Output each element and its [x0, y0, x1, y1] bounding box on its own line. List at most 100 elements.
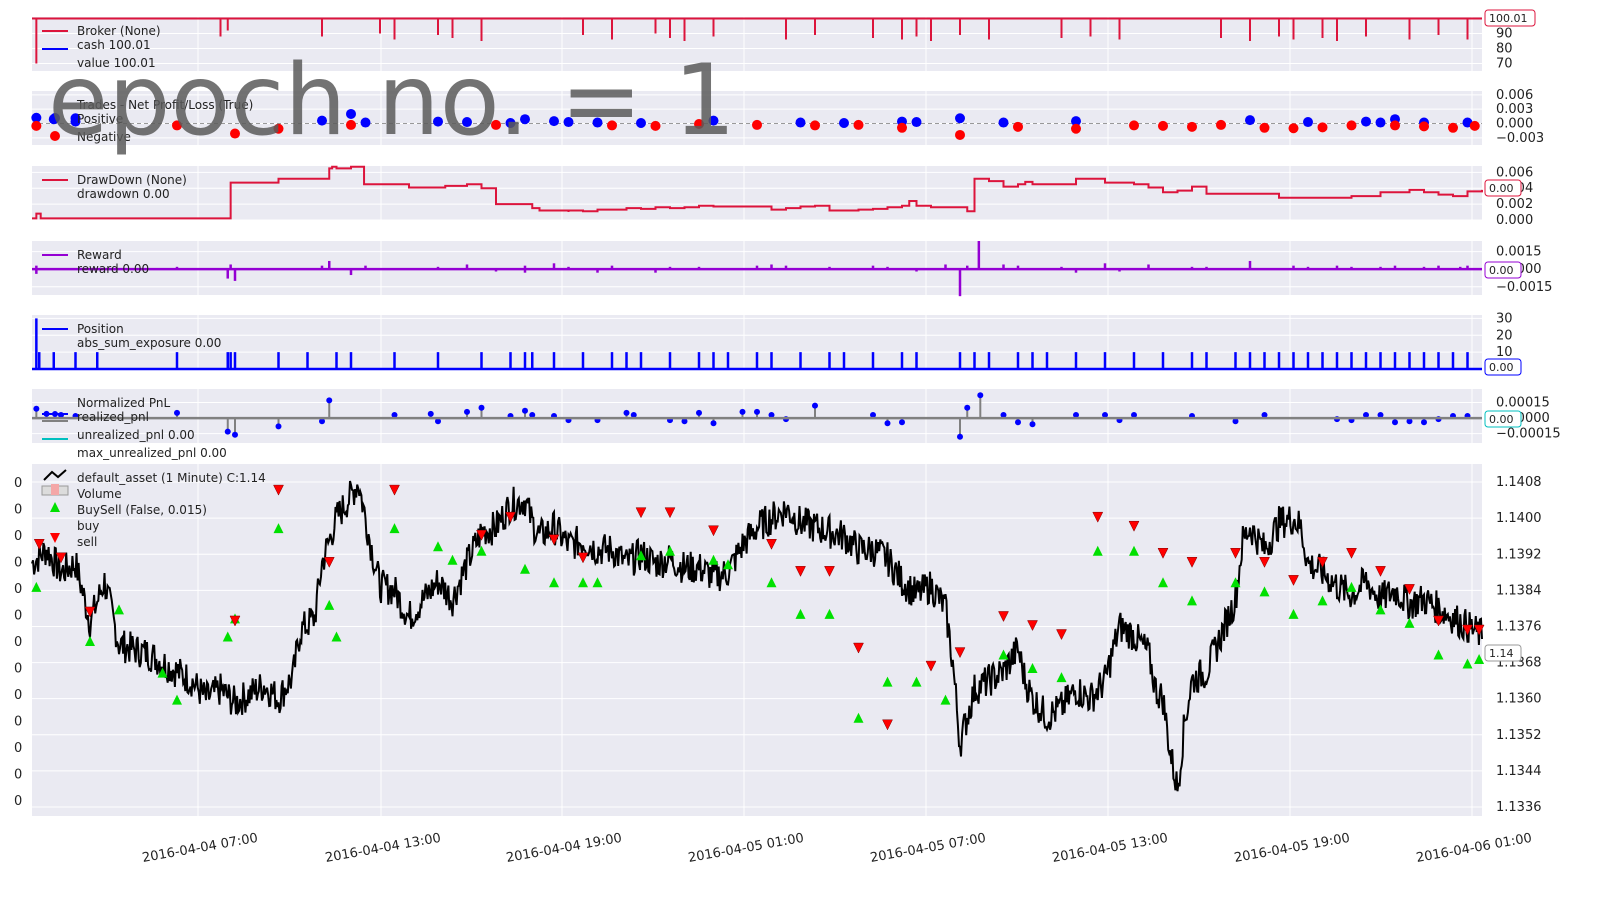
buy-marker — [665, 545, 675, 556]
sell-marker — [55, 552, 67, 564]
trade-positive-dot — [70, 116, 81, 127]
volume-axis-tick: 0 — [14, 688, 22, 703]
x-tick-label: 2016-04-04 07:00 — [141, 831, 259, 866]
reward-y-tick: −0.0015 — [1496, 280, 1552, 295]
realized-pnl-dot — [977, 392, 984, 399]
price-last-value-box: 1.14 — [1484, 644, 1522, 662]
trade-positive-dot — [505, 118, 516, 129]
volume-axis-tick: 0 — [14, 662, 22, 677]
buy-marker — [114, 604, 124, 615]
price-plot-area — [32, 464, 1482, 816]
x-tick-label: 2016-04-05 19:00 — [1233, 831, 1351, 866]
realized-pnl-dot — [899, 419, 905, 426]
sell-marker — [1404, 584, 1415, 595]
broker-y-tick: 80 — [1496, 42, 1513, 57]
trade-negative-dot — [1419, 121, 1429, 132]
trade-negative-dot — [897, 122, 907, 133]
sell-marker — [1230, 548, 1241, 559]
trade-negative-dot — [1346, 120, 1357, 131]
buy-marker — [1187, 595, 1197, 606]
trade-negative-dot — [172, 120, 182, 131]
position-last-value-box: 0.00 — [1484, 358, 1522, 376]
sell-marker — [577, 552, 589, 564]
sell-marker — [1473, 624, 1485, 636]
volume-axis-tick: 0 — [14, 715, 22, 730]
buy-marker — [1375, 604, 1386, 615]
pnl-last-value: 0.00 — [1489, 413, 1514, 426]
buy-marker — [31, 581, 42, 592]
buy-marker — [520, 563, 530, 574]
legend-swatch — [43, 469, 67, 481]
legend-label: buy — [77, 519, 99, 533]
volume-axis-tick: 0 — [14, 609, 22, 624]
realized-pnl-dot — [710, 420, 717, 427]
trade-positive-dot — [636, 118, 646, 129]
trade-positive-dot — [1303, 117, 1313, 128]
sell-marker — [824, 566, 835, 577]
trade-positive-dot — [346, 108, 356, 119]
buy-marker — [824, 608, 835, 619]
trade-negative-dot — [1013, 121, 1023, 132]
sell-marker — [998, 611, 1009, 623]
legend-label: unrealized_pnl 0.00 — [77, 428, 195, 442]
trade-positive-dot — [1245, 115, 1255, 126]
buy-marker — [998, 649, 1009, 660]
buy-marker — [1317, 595, 1328, 606]
realized-pnl-dot — [232, 431, 238, 438]
position-y-tick: 10 — [1496, 345, 1513, 360]
buy-marker — [273, 523, 284, 534]
sell-marker — [1128, 520, 1140, 532]
realized-pnl-dot — [1377, 411, 1384, 418]
trade-negative-dot — [853, 119, 864, 130]
realized-pnl-dot — [1029, 421, 1036, 428]
buy-marker — [882, 676, 893, 687]
buy-marker — [389, 523, 400, 534]
broker-plot-area — [32, 17, 1482, 71]
trade-negative-dot — [1448, 122, 1458, 133]
realized-pnl-dot — [623, 409, 630, 416]
trade-positive-dot — [795, 117, 806, 128]
legend-label: sell — [77, 535, 97, 549]
realized-pnl-dot — [33, 405, 40, 412]
price-legend: default_asset (1 Minute) C:1.14 Volume Buy… — [41, 469, 266, 549]
reward-legend-title: Reward — [77, 248, 122, 262]
trade-positive-dot — [708, 115, 719, 126]
sell-marker — [882, 719, 893, 731]
sell-marker — [1346, 548, 1357, 559]
volume-axis-tick: 0 — [14, 529, 22, 544]
buy-marker — [1129, 545, 1139, 556]
realized-pnl-dot — [1392, 419, 1398, 426]
price-y-tick: 1.1408 — [1496, 475, 1542, 490]
trade-negative-dot — [1317, 122, 1328, 133]
trade-positive-dot — [1375, 117, 1386, 128]
drawdown-legend-title: DrawDown (None) — [77, 173, 187, 187]
buy-marker — [549, 577, 559, 588]
trade-negative-dot — [230, 128, 240, 139]
realized-pnl-dot — [870, 411, 876, 418]
trade-negative-dot — [1071, 123, 1081, 134]
volume-axis-tick: 0 — [14, 503, 22, 518]
position-legend-title: Position — [77, 322, 124, 336]
sell-marker — [1092, 511, 1104, 523]
broker-last-value-box: 100.01 — [1484, 9, 1536, 27]
sell-marker — [664, 507, 676, 519]
price-y-tick: 1.1344 — [1496, 764, 1542, 779]
sell-marker — [853, 642, 864, 654]
realized-pnl-dot — [812, 402, 818, 409]
position-y-tick: 20 — [1496, 328, 1513, 343]
legend-label: abs_sum_exposure 0.00 — [77, 336, 221, 350]
trades-legend: Trades - Net Profit/Loss (True)Positive N… — [50, 98, 253, 144]
sell-marker — [795, 566, 806, 577]
position-last-value: 0.00 — [1489, 361, 1514, 374]
trade-negative-dot — [1288, 123, 1299, 134]
sell-marker — [229, 615, 241, 627]
x-tick-label: 2016-04-04 19:00 — [505, 831, 623, 866]
pnl-last-value-box: 0.00 — [1484, 410, 1522, 428]
volume-axis-tick: 0 — [14, 794, 22, 809]
sell-marker — [1186, 557, 1198, 568]
